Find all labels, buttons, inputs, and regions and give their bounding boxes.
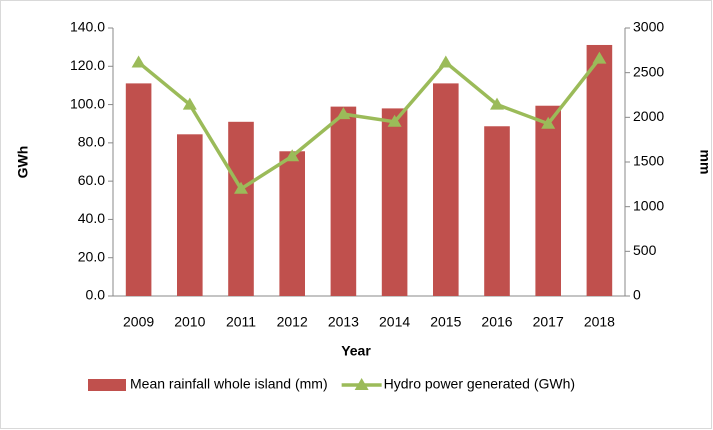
- line-marker: [234, 181, 248, 194]
- y-tick-label: 0.0: [86, 287, 106, 303]
- y2-tick-label: 1000: [633, 197, 664, 213]
- x-tick-label: 2013: [328, 314, 359, 330]
- legend-label: Hydro power generated (GWh): [384, 376, 575, 392]
- y2-tick-label: 0: [633, 287, 641, 303]
- line-marker: [131, 55, 146, 68]
- line-marker: [541, 116, 556, 129]
- y2-tick-label: 2500: [633, 63, 664, 79]
- legend-swatch: [88, 379, 126, 391]
- bar: [433, 83, 459, 297]
- y-tick-label: 140.0: [70, 19, 105, 35]
- y2-tick-label: 2000: [633, 108, 664, 124]
- line: [137, 57, 601, 192]
- bar: [125, 83, 152, 297]
- x-tick-label: 2016: [481, 314, 512, 330]
- legend-label: Mean rainfall whole island (mm): [130, 376, 328, 392]
- x-tick-label: 2015: [430, 314, 461, 330]
- x-tick-label: 2009: [123, 314, 154, 330]
- y-axis-title: GWh: [15, 146, 31, 179]
- x-tick-label: 2011: [226, 314, 256, 330]
- y-tick-label: 80.0: [78, 134, 105, 150]
- legend-marker: [354, 378, 369, 390]
- bar: [330, 106, 357, 296]
- x-tick-label: 2014: [379, 314, 410, 330]
- bar: [279, 151, 305, 296]
- bar: [177, 134, 203, 296]
- y2-tick-label: 3000: [633, 19, 664, 35]
- y-tick-label: 40.0: [78, 210, 105, 226]
- y-tick-label: 60.0: [78, 172, 105, 188]
- y-tick-label: 120.0: [70, 57, 105, 73]
- x-tick-label: 2012: [277, 314, 308, 330]
- bar: [586, 44, 613, 297]
- line-marker: [490, 97, 504, 110]
- line-marker: [182, 97, 197, 110]
- x-tick-label: 2010: [174, 314, 205, 330]
- bar: [228, 121, 254, 296]
- x-tick-label: 2018: [584, 314, 615, 330]
- bar: [535, 105, 561, 296]
- y2-axis-title: mm: [697, 150, 713, 175]
- y2-tick-label: 1500: [633, 153, 664, 169]
- y-tick-label: 20.0: [78, 248, 105, 264]
- line-marker: [592, 51, 607, 64]
- line-marker: [285, 149, 300, 162]
- line-marker: [387, 114, 402, 127]
- line-marker: [336, 107, 351, 120]
- y-tick-label: 100.0: [70, 95, 105, 111]
- x-tick-label: 2017: [533, 314, 564, 330]
- bar: [381, 108, 408, 297]
- bar: [484, 126, 510, 297]
- y2-tick-label: 500: [633, 242, 657, 258]
- line-marker: [438, 55, 453, 68]
- x-axis-title: Year: [341, 343, 371, 359]
